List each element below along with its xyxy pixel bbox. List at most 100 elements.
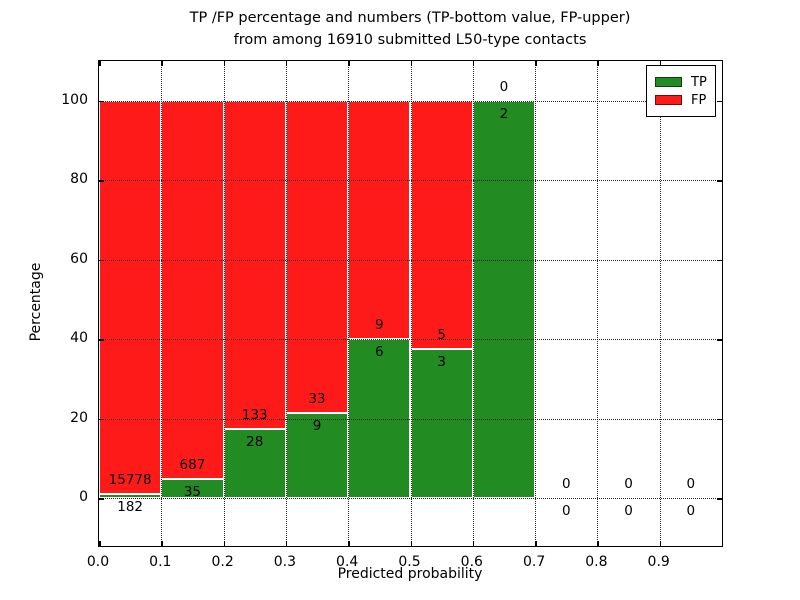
x-tick-mark	[161, 541, 163, 546]
fp-count-label: 15778	[108, 471, 152, 488]
fp-legend-label: FP	[691, 92, 707, 108]
y-tick-mark	[99, 498, 104, 500]
x-tick-mark	[348, 541, 350, 546]
y-tick-mark-right	[717, 498, 722, 500]
x-tick-mark-top	[659, 61, 662, 66]
v-gridline	[410, 61, 412, 546]
x-tick-mark-top	[99, 61, 101, 66]
x-tick-label: 0.5	[398, 554, 421, 570]
legend-row-tp: TP	[655, 73, 707, 91]
x-tick-label: 0.9	[647, 554, 670, 570]
y-tick-mark	[99, 259, 104, 262]
tp-count-label: 28	[246, 434, 264, 451]
fp-count-label: 687	[179, 457, 206, 473]
x-tick-mark	[285, 541, 288, 546]
fp-bar-segment	[161, 100, 224, 479]
x-tick-mark	[597, 541, 599, 546]
tp-bar-segment	[99, 493, 162, 499]
fp-count-label: 5	[437, 327, 446, 344]
tp-count-label: 0	[686, 503, 696, 520]
y-tick-label: 0	[79, 489, 88, 506]
x-tick-label: 0.4	[336, 554, 359, 570]
fp-count-label: 0	[624, 476, 633, 493]
v-gridline	[348, 61, 350, 546]
x-tick-mark	[99, 541, 101, 546]
x-tick-mark	[472, 541, 475, 546]
tp-count-label: 0	[561, 503, 571, 520]
tp-count-label: 0	[624, 503, 633, 520]
y-tick-label: 80	[70, 171, 88, 188]
y-tick-mark-right	[717, 180, 722, 182]
tp-legend-label: TP	[691, 74, 707, 90]
y-tick-mark	[99, 339, 104, 341]
tp-count-label: 9	[312, 418, 322, 435]
x-tick-mark-top	[410, 61, 412, 66]
y-axis-label: Percentage	[28, 262, 44, 342]
fp-count-label: 0	[499, 78, 509, 95]
v-gridline	[472, 61, 474, 546]
tp-bar-segment	[410, 349, 473, 499]
gridline-overlay-layer	[99, 61, 722, 546]
tp-count-label: 2	[499, 105, 509, 122]
x-tick-label: 0.0	[86, 554, 110, 570]
x-tick-mark	[223, 541, 226, 546]
x-tick-label: 0.2	[211, 554, 234, 570]
x-tick-label: 0.6	[460, 554, 483, 570]
tp-count-label: 182	[117, 498, 144, 515]
x-tick-mark-top	[597, 61, 599, 66]
tp-count-label: 3	[437, 354, 446, 371]
x-tick-mark-top	[472, 61, 475, 66]
x-tick-mark-top	[348, 61, 350, 66]
x-tick-label: 0.7	[522, 554, 546, 570]
x-tick-mark	[659, 541, 662, 546]
x-tick-mark	[410, 541, 412, 546]
x-tick-mark-top	[223, 61, 226, 66]
v-gridline	[161, 61, 163, 546]
y-tick-mark-right	[717, 339, 722, 341]
bars-layer	[99, 61, 722, 546]
fp-count-label: 9	[375, 317, 384, 334]
value-labels-layer: 15778 182 687 35 133 28 33 9 9 6 5 3 0 2 0 0 0 0 0 0	[99, 61, 722, 546]
fp-count-label: 133	[241, 407, 268, 424]
y-tick-mark	[99, 418, 104, 421]
x-tick-mark	[535, 541, 537, 546]
y-tick-label: 20	[70, 409, 88, 426]
legend-row-fp: FP	[655, 91, 707, 109]
v-gridline	[223, 61, 225, 546]
tp-legend-swatch	[655, 77, 682, 87]
fp-count-label: 0	[686, 476, 696, 493]
v-gridline	[597, 61, 599, 546]
x-tick-label: 0.3	[273, 554, 297, 570]
fp-count-label: 0	[561, 476, 571, 493]
x-tick-mark-top	[285, 61, 288, 66]
fp-legend-swatch	[655, 95, 682, 105]
y-tick-label: 60	[70, 250, 88, 267]
x-tick-mark-top	[535, 61, 537, 66]
legend: TP FP	[646, 65, 716, 117]
plot-area: 15778 182 687 35 133 28 33 9 9 6 5 3 0 2 0 0 0 0 0 0 TP FP	[98, 60, 723, 547]
chart-title: TP /FP percentage and numbers (TP-bottom…	[190, 8, 631, 52]
y-tick-mark-right	[717, 259, 722, 262]
x-tick-label: 0.8	[585, 554, 608, 570]
fp-bar-segment	[348, 100, 411, 340]
x-tick-mark-top	[161, 61, 163, 66]
chart-title-line2: from among 16910 submitted L50-type cont…	[233, 31, 587, 48]
v-gridline	[659, 61, 661, 546]
y-tick-mark-right	[717, 418, 722, 421]
x-tick-label: 0.1	[149, 554, 172, 570]
y-tick-mark	[99, 180, 104, 182]
chart-title-line1: TP /FP percentage and numbers (TP-bottom…	[189, 10, 631, 26]
fp-bar-segment	[99, 100, 162, 494]
v-gridline	[285, 61, 287, 546]
y-tick-mark	[99, 100, 104, 103]
tp-count-label: 35	[183, 484, 202, 500]
v-gridline	[535, 61, 537, 546]
tp-count-label: 6	[375, 344, 384, 361]
fp-count-label: 33	[308, 391, 326, 408]
y-tick-label: 40	[70, 330, 88, 347]
y-tick-mark-right	[717, 100, 722, 103]
y-tick-label: 100	[61, 91, 88, 108]
ticks-layer	[99, 61, 722, 546]
x-axis-label: Predicted probability	[337, 566, 483, 582]
